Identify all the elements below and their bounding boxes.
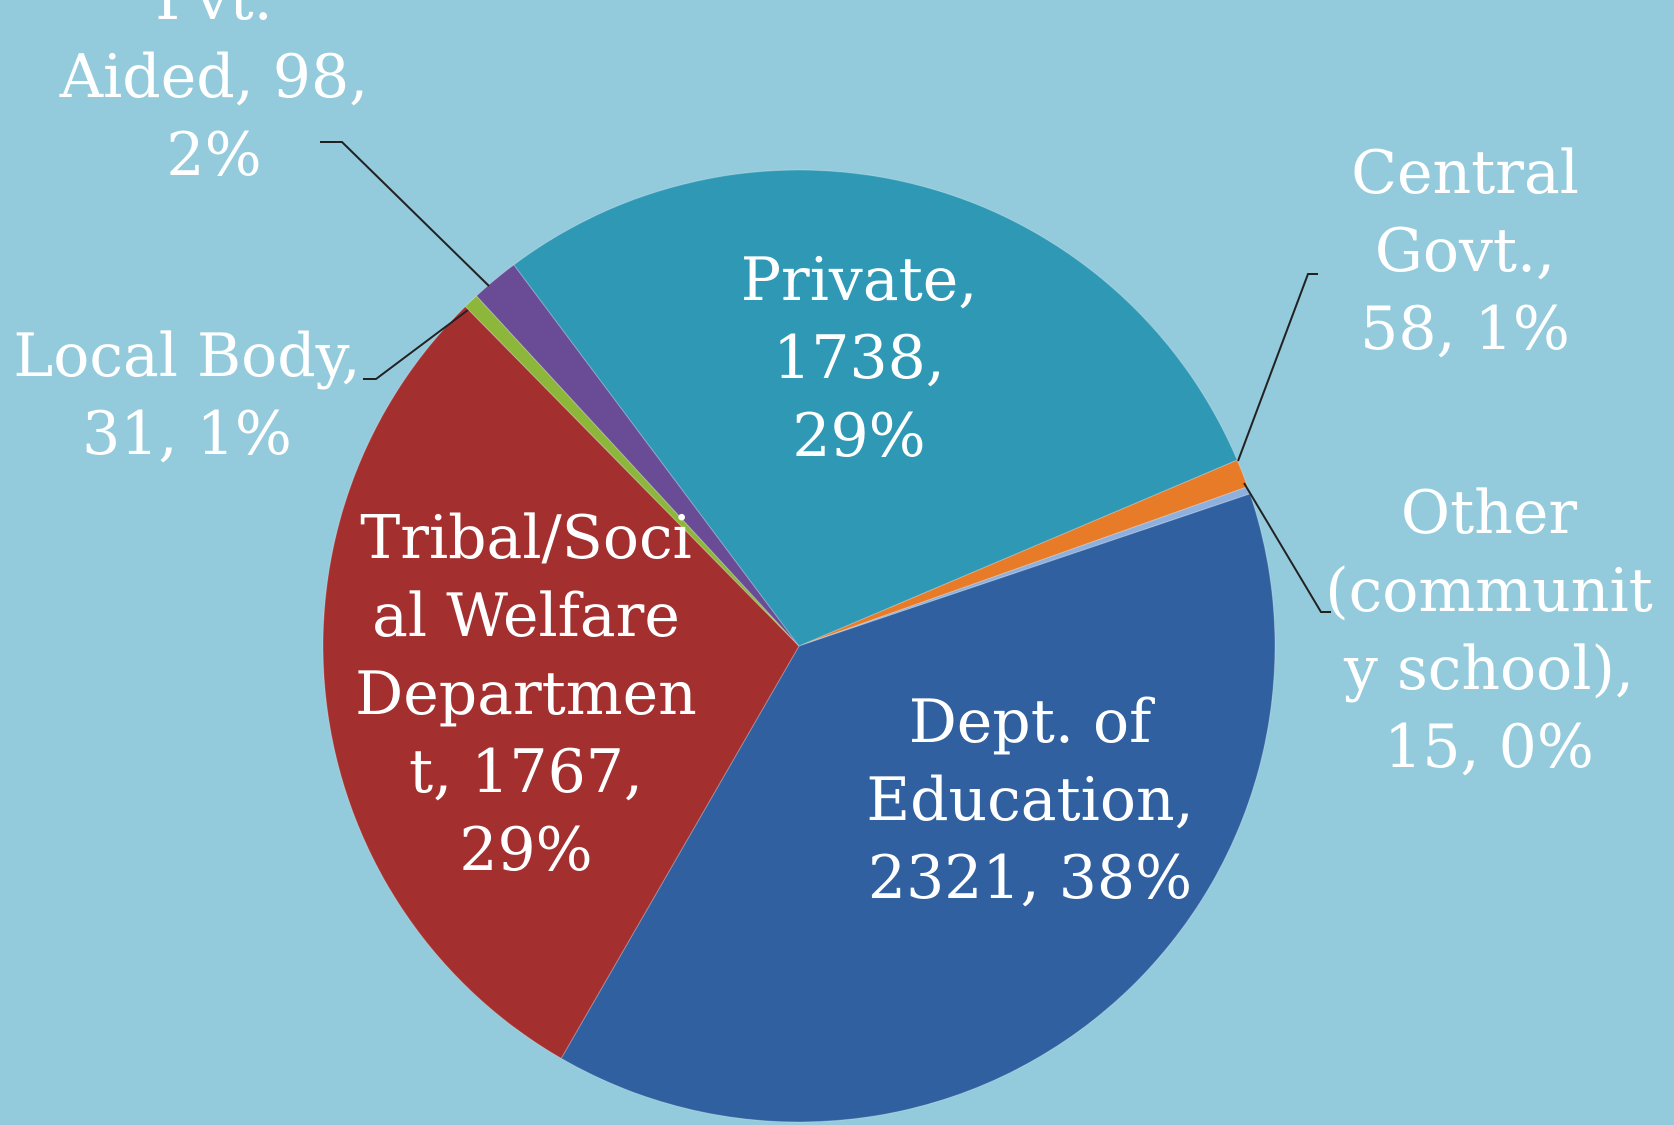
value-label: 2321, 38% <box>867 843 1193 913</box>
value-label: 15, 0% <box>1384 712 1594 782</box>
leader-line <box>363 309 469 380</box>
category-name: Private, <box>740 245 978 315</box>
data-label: Tribal/Social Welfare Department, 1767, … <box>354 499 699 889</box>
data-label: Private, 1738, 29% <box>699 241 1019 475</box>
data-label: Pvt. Aided, 98, 2% <box>49 0 379 194</box>
slice <box>513 169 1238 647</box>
category-name: Tribal/Social Welfare Department, <box>355 503 697 807</box>
value-label: 1738, 29% <box>773 323 945 471</box>
value-label: 98, 2% <box>166 42 369 190</box>
category-name: Local Body, <box>13 321 361 391</box>
data-label: Dept. of Education, 2321, 38% <box>865 683 1195 917</box>
category-name: Pvt. Aided, <box>59 0 273 112</box>
data-label: Local Body, 31, 1% <box>12 317 362 473</box>
category-name: Dept. of Education, <box>866 687 1194 835</box>
value-label: 31, 1% <box>82 399 292 469</box>
slice <box>798 459 1249 647</box>
slice <box>322 305 800 1060</box>
leader-line <box>1237 273 1318 462</box>
value-label: 1767, 29% <box>459 737 644 885</box>
value-label: 58, 1% <box>1360 294 1570 364</box>
category-name: Other (community school), <box>1325 478 1653 704</box>
leader-line <box>320 141 490 287</box>
pie <box>322 169 1276 1123</box>
slice <box>475 264 800 647</box>
leader-line <box>1243 482 1331 613</box>
data-label: Other (community school), 15, 0% <box>1319 474 1659 786</box>
category-name: Central Govt., <box>1351 138 1579 286</box>
slice <box>464 295 800 647</box>
data-label: Central Govt., 58, 1% <box>1320 134 1610 368</box>
slice <box>560 493 1276 1123</box>
